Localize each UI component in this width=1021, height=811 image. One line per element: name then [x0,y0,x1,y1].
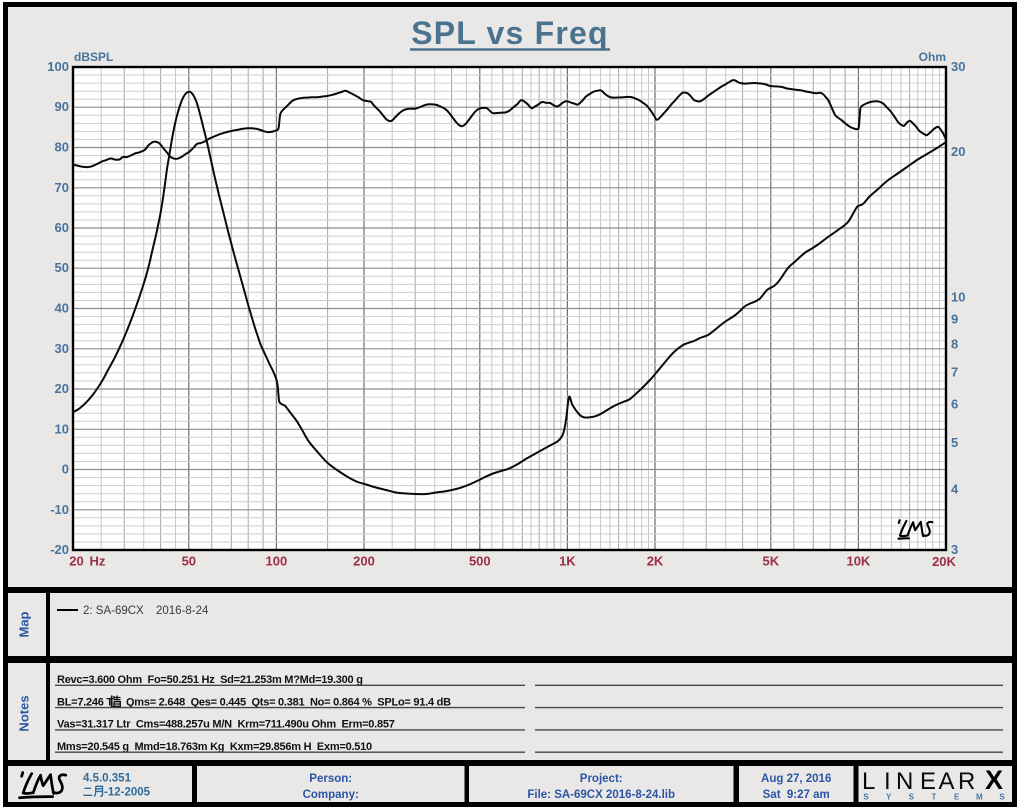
svg-text:8: 8 [951,336,958,351]
svg-text:Map: Map [17,611,32,637]
svg-text:5: 5 [951,435,958,450]
svg-text:Vas=31.317 Ltr Cms=488.257u M: Vas=31.317 Ltr Cms=488.257u M/N Krm=711.… [57,719,395,731]
svg-text:N: N [896,768,913,795]
svg-text:4.5.0.351: 4.5.0.351 [83,773,132,785]
svg-text:10: 10 [951,289,965,304]
svg-text:R: R [958,768,975,795]
svg-text:100: 100 [47,59,69,74]
svg-text:E: E [954,793,960,802]
svg-text:S: S [999,793,1005,802]
svg-text:Project:: Project: [580,773,623,785]
svg-text:90: 90 [55,99,69,114]
svg-text:500: 500 [469,554,491,569]
svg-text:M: M [976,793,983,802]
svg-text:2K: 2K [647,554,664,569]
svg-text:Sat 9:27 am: Sat 9:27 am [763,789,830,801]
svg-text:Person:: Person: [309,773,352,785]
svg-text:S: S [863,793,869,802]
svg-text:80: 80 [55,140,69,155]
svg-text:File: SA-69CX 2016-8-24.lib: File: SA-69CX 2016-8-24.lib [527,789,675,801]
svg-text:9: 9 [951,312,958,327]
svg-text:S: S [909,793,915,802]
svg-text:T: T [932,793,937,802]
svg-text:1K: 1K [559,554,576,569]
svg-text:50: 50 [182,554,196,569]
svg-text:200: 200 [353,554,375,569]
svg-text:I: I [884,768,891,795]
svg-text:2: SA-69CX: 2: SA-69CX [83,605,144,617]
svg-text:Qms= 2.648 Qes= 0.445 Qts= 0: Qms= 2.648 Qes= 0.445 Qts= 0.381 No= 0.8… [126,696,451,708]
svg-text:Aug 27, 2016: Aug 27, 2016 [761,773,831,785]
svg-text:-12-2005: -12-2005 [104,787,151,799]
svg-text:3: 3 [951,542,958,557]
svg-text:10: 10 [55,421,69,436]
svg-text:Mms=20.545 g Mmd=18.763m Kg: Mms=20.545 g Mmd=18.763m Kg Kxm=29.856m … [57,741,372,753]
svg-text:20: 20 [55,381,69,396]
svg-text:20K: 20K [932,554,956,569]
svg-text:100: 100 [266,554,288,569]
svg-text:20: 20 [951,144,965,159]
svg-text:50: 50 [55,260,69,275]
svg-text:X: X [985,765,1003,795]
svg-text:6: 6 [951,397,958,412]
svg-text:E: E [920,768,936,795]
svg-text:20: 20 [69,554,83,569]
svg-text:5K: 5K [762,554,779,569]
svg-text:dBSPL: dBSPL [74,50,113,64]
svg-text:60: 60 [55,220,69,235]
svg-text:10K: 10K [846,554,870,569]
svg-text:30: 30 [55,341,69,356]
svg-text:Revc=3.600 Ohm Fo=50.251 Hz: Revc=3.600 Ohm Fo=50.251 Hz Sd=21.253m M… [57,674,363,686]
svg-text:2016-8-24: 2016-8-24 [156,605,209,617]
svg-text:A: A [939,768,955,795]
svg-text:7: 7 [951,364,958,379]
svg-text:BL=7.246 T: BL=7.246 T [57,696,113,708]
svg-text:Ohm: Ohm [919,50,946,64]
svg-text:30: 30 [951,59,965,74]
svg-text:70: 70 [55,180,69,195]
svg-text:40: 40 [55,301,69,316]
svg-text:SPL vs Freq: SPL vs Freq [411,15,609,51]
svg-text:Company:: Company: [303,789,359,801]
svg-text:Hz: Hz [90,554,106,569]
svg-text:Y: Y [886,793,892,802]
svg-text:Notes: Notes [17,695,32,731]
svg-text:-10: -10 [50,502,69,517]
svg-text:0: 0 [62,462,69,477]
svg-text:L: L [862,768,875,795]
svg-text:4: 4 [951,482,959,497]
svg-text:-20: -20 [50,542,69,557]
